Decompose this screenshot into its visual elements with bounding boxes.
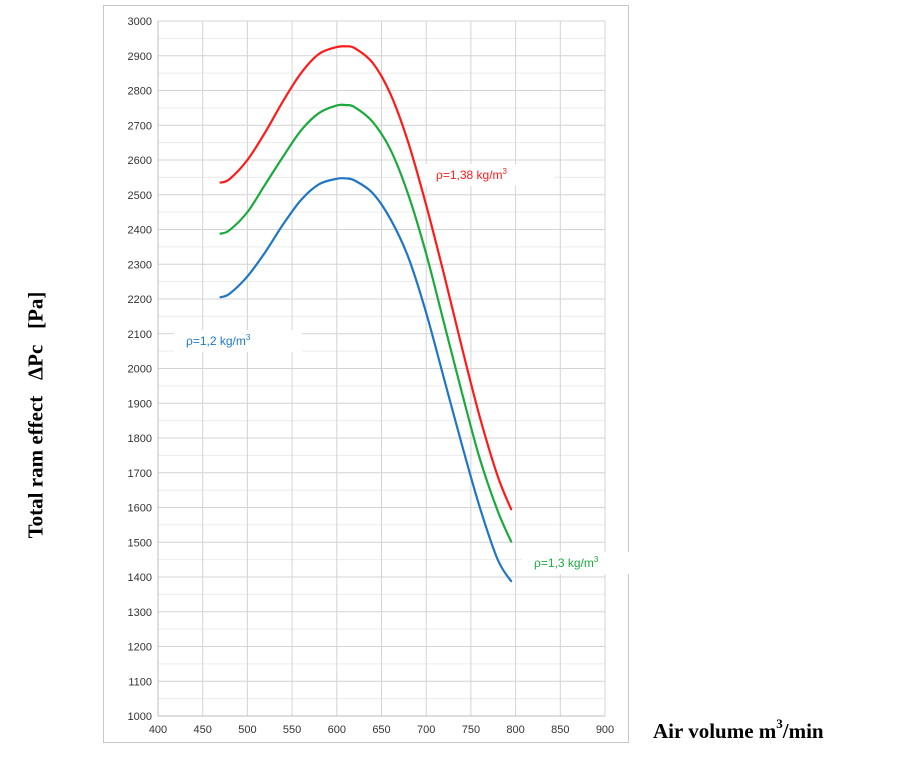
y-tick-label: 1900 xyxy=(128,398,152,410)
y-tick-label: 1000 xyxy=(128,711,152,723)
y-tick-label: 1700 xyxy=(128,468,152,480)
x-axis-title-tail: /min xyxy=(782,719,824,743)
y-tick-label: 2300 xyxy=(128,259,152,271)
x-axis-title: Air volume m3/min xyxy=(653,716,824,744)
x-tick-label: 500 xyxy=(238,724,256,736)
y-tick-label: 1500 xyxy=(128,537,152,549)
y-tick-label: 3000 xyxy=(128,16,152,28)
y-tick-label: 2900 xyxy=(128,51,152,63)
series-line-2 xyxy=(219,177,513,583)
annotation-box xyxy=(522,552,630,574)
series-annotations: ρ=1,38 kg/m3 ρ=1,3 kg/m3 ρ=1,2 kg/m3 xyxy=(174,164,630,574)
y-tick-label: 1100 xyxy=(128,676,152,688)
series-line-1 xyxy=(219,103,513,543)
y-axis-title: Total ram effect ΔPc [Pa] xyxy=(23,291,48,539)
y-tick-label: 2100 xyxy=(128,329,152,341)
series-line-0 xyxy=(219,45,513,511)
series-annotation-superscript: 3 xyxy=(503,167,508,176)
x-tick-label: 800 xyxy=(506,724,524,736)
y-tick-label: 2400 xyxy=(128,225,152,237)
x-tick-label: 900 xyxy=(596,724,614,736)
chart-plot: 1000 1100 1200 1300 1400 1500 1600 1700 1800 1900… xyxy=(128,16,630,736)
x-tick-label: 600 xyxy=(328,724,346,736)
annotation-box xyxy=(174,330,302,352)
x-tick-label: 650 xyxy=(372,724,390,736)
x-tick-label: 750 xyxy=(462,724,480,736)
x-tick-label: 450 xyxy=(194,724,212,736)
y-tick-label: 1300 xyxy=(128,607,152,619)
series-annotation-superscript: 3 xyxy=(594,555,599,564)
y-tick-label: 2500 xyxy=(128,190,152,202)
y-tick-label: 1800 xyxy=(128,433,152,445)
series-annotation-superscript: 3 xyxy=(246,333,251,342)
y-tick-label: 2600 xyxy=(128,155,152,167)
x-axis-title-main: Air volume m xyxy=(653,719,777,743)
y-tick-label: 2800 xyxy=(128,86,152,98)
grid xyxy=(157,20,606,717)
x-tick-label: 700 xyxy=(417,724,435,736)
annotation-box xyxy=(424,164,554,186)
chart-frame: 1000 1100 1200 1300 1400 1500 1600 1700 1800 1900… xyxy=(103,5,630,743)
x-tick-label: 550 xyxy=(283,724,301,736)
y-axis-title-area: Total ram effect ΔPc [Pa] xyxy=(0,0,48,769)
x-tick-label: 850 xyxy=(551,724,569,736)
x-tick-label: 400 xyxy=(149,724,167,736)
y-tick-label: 1200 xyxy=(128,642,152,654)
x-axis-title-superscript: 3 xyxy=(776,716,783,731)
y-tick-label: 2700 xyxy=(128,120,152,132)
series-annotation-0: ρ=1,38 kg/m3 xyxy=(436,167,508,182)
series-lines xyxy=(219,45,513,583)
y-tick-label: 2200 xyxy=(128,294,152,306)
y-tick-label: 2000 xyxy=(128,364,152,376)
tick-labels: 1000 1100 1200 1300 1400 1500 1600 1700 1800 1900… xyxy=(128,16,615,736)
y-tick-label: 1600 xyxy=(128,503,152,515)
y-tick-label: 1400 xyxy=(128,572,152,584)
series-annotation-2: ρ=1,2 kg/m3 xyxy=(186,333,251,348)
series-annotation-1: ρ=1,3 kg/m3 xyxy=(534,555,599,570)
